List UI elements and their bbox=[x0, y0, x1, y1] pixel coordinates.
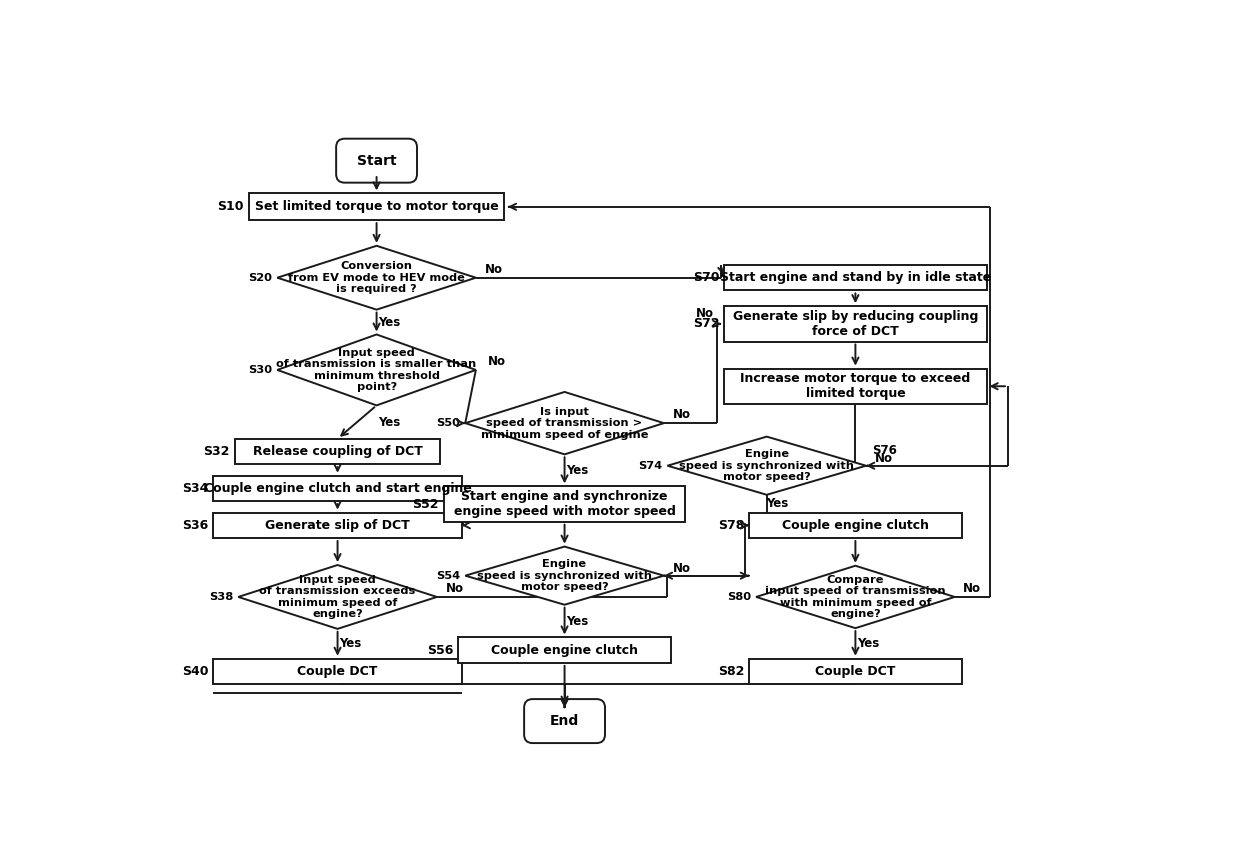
Text: No: No bbox=[696, 307, 713, 320]
FancyBboxPatch shape bbox=[213, 513, 461, 538]
Text: S36: S36 bbox=[182, 519, 208, 532]
Text: Couple engine clutch: Couple engine clutch bbox=[782, 519, 929, 532]
Text: Generate slip by reducing coupling
force of DCT: Generate slip by reducing coupling force… bbox=[733, 310, 978, 338]
Polygon shape bbox=[756, 565, 955, 628]
Text: S20: S20 bbox=[248, 273, 273, 282]
FancyBboxPatch shape bbox=[749, 513, 962, 538]
FancyBboxPatch shape bbox=[249, 193, 505, 220]
Text: S10: S10 bbox=[217, 200, 244, 213]
Polygon shape bbox=[465, 392, 663, 455]
Text: Yes: Yes bbox=[378, 416, 401, 429]
FancyBboxPatch shape bbox=[213, 659, 461, 684]
Text: No: No bbox=[489, 355, 506, 368]
FancyBboxPatch shape bbox=[213, 475, 461, 501]
Text: S50: S50 bbox=[436, 418, 460, 428]
Text: No: No bbox=[672, 408, 691, 421]
Polygon shape bbox=[667, 436, 866, 494]
Text: S56: S56 bbox=[427, 643, 453, 656]
Polygon shape bbox=[278, 246, 476, 310]
Polygon shape bbox=[238, 565, 436, 629]
Text: Engine
speed is synchronized with
motor speed?: Engine speed is synchronized with motor … bbox=[680, 449, 854, 482]
Text: No: No bbox=[485, 262, 502, 275]
Polygon shape bbox=[465, 546, 663, 604]
Text: S76: S76 bbox=[872, 443, 897, 456]
Text: S82: S82 bbox=[718, 665, 744, 678]
Text: No: No bbox=[874, 452, 893, 465]
Text: Yes: Yes bbox=[567, 615, 589, 628]
FancyBboxPatch shape bbox=[724, 265, 987, 290]
Text: S34: S34 bbox=[182, 481, 208, 494]
FancyBboxPatch shape bbox=[336, 139, 417, 183]
Text: Start engine and synchronize
engine speed with motor speed: Start engine and synchronize engine spee… bbox=[454, 490, 676, 518]
Text: S80: S80 bbox=[727, 592, 751, 602]
Text: S52: S52 bbox=[413, 497, 439, 511]
Text: End: End bbox=[549, 714, 579, 728]
Polygon shape bbox=[278, 334, 476, 405]
Text: Generate slip of DCT: Generate slip of DCT bbox=[265, 519, 410, 532]
Text: Set limited torque to motor torque: Set limited torque to motor torque bbox=[254, 200, 498, 213]
Text: Couple DCT: Couple DCT bbox=[815, 665, 895, 678]
Text: Input speed
of transmission exceeds
minimum speed of
engine?: Input speed of transmission exceeds mini… bbox=[259, 574, 415, 619]
Text: Yes: Yes bbox=[340, 637, 361, 650]
FancyBboxPatch shape bbox=[458, 637, 671, 662]
Text: S70: S70 bbox=[693, 271, 719, 284]
FancyBboxPatch shape bbox=[724, 306, 987, 341]
Text: No: No bbox=[963, 582, 981, 595]
Text: S72: S72 bbox=[693, 317, 719, 330]
Text: No: No bbox=[672, 562, 691, 575]
Text: Is input
speed of transmission >
minimum speed of engine: Is input speed of transmission > minimum… bbox=[481, 406, 649, 440]
Text: S78: S78 bbox=[718, 519, 744, 532]
Text: Yes: Yes bbox=[378, 315, 401, 328]
Text: Yes: Yes bbox=[766, 497, 789, 510]
Text: Yes: Yes bbox=[567, 464, 589, 477]
Text: Start engine and stand by in idle state: Start engine and stand by in idle state bbox=[719, 271, 991, 284]
FancyBboxPatch shape bbox=[749, 659, 962, 684]
Text: S32: S32 bbox=[203, 445, 229, 458]
Text: Couple engine clutch and start engine: Couple engine clutch and start engine bbox=[203, 481, 471, 494]
FancyBboxPatch shape bbox=[724, 369, 987, 404]
Text: Increase motor torque to exceed
limited torque: Increase motor torque to exceed limited … bbox=[740, 372, 971, 400]
Text: Couple engine clutch: Couple engine clutch bbox=[491, 643, 639, 656]
Text: No: No bbox=[445, 582, 464, 595]
Text: Release coupling of DCT: Release coupling of DCT bbox=[253, 445, 423, 458]
Text: Couple DCT: Couple DCT bbox=[298, 665, 378, 678]
Text: Conversion
from EV mode to HEV mode
is required ?: Conversion from EV mode to HEV mode is r… bbox=[288, 262, 465, 294]
Text: Engine
speed is synchronized with
motor speed?: Engine speed is synchronized with motor … bbox=[477, 559, 652, 592]
Text: Input speed
of transmission is smaller than
minimum threshold
point?: Input speed of transmission is smaller t… bbox=[277, 347, 476, 392]
Text: S74: S74 bbox=[639, 461, 662, 471]
Text: S40: S40 bbox=[182, 665, 208, 678]
Text: Yes: Yes bbox=[857, 637, 879, 650]
Text: S38: S38 bbox=[210, 592, 233, 602]
FancyBboxPatch shape bbox=[444, 487, 686, 521]
FancyBboxPatch shape bbox=[525, 699, 605, 743]
Text: Compare
input speed of transmission
with minimum speed of
engine?: Compare input speed of transmission with… bbox=[765, 574, 946, 619]
FancyBboxPatch shape bbox=[234, 439, 440, 464]
Text: Start: Start bbox=[357, 153, 397, 168]
Text: S30: S30 bbox=[248, 365, 273, 375]
Text: S54: S54 bbox=[436, 571, 460, 581]
